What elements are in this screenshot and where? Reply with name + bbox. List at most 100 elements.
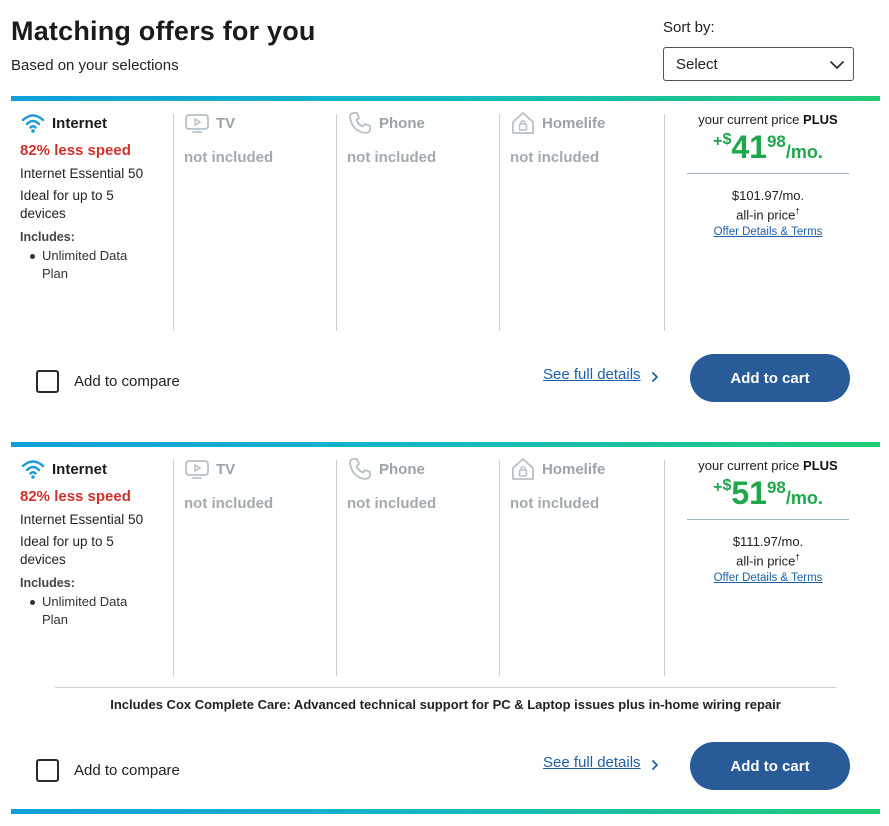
offer-card-accent-bar xyxy=(11,442,880,447)
offers-header: Matching offers for you Based on your se… xyxy=(0,0,889,96)
compare-checkbox[interactable] xyxy=(36,759,59,782)
includes-item: Unlimited Data Plan xyxy=(30,593,150,629)
includes-heading: Includes: xyxy=(20,576,75,590)
phone-label: Phone xyxy=(379,460,425,478)
plan-name: Internet Essential 50 xyxy=(20,166,144,181)
add-to-compare[interactable]: Add to compare xyxy=(36,759,180,782)
current-price-label: your current price PLUS xyxy=(687,112,849,127)
allin-label: all-in price† xyxy=(687,207,849,222)
home-lock-icon xyxy=(512,112,534,134)
allin-label: all-in price† xyxy=(687,553,849,568)
wifi-icon xyxy=(21,114,45,133)
price-whole: 41 xyxy=(731,129,767,165)
current-price-label: your current price PLUS xyxy=(687,458,849,473)
internet-column: Internet 82% less speed Internet Essenti… xyxy=(20,108,170,283)
price-cents: 98 xyxy=(766,478,786,497)
compare-label: Add to compare xyxy=(74,373,180,390)
chevron-right-icon xyxy=(651,371,658,382)
sort-select[interactable]: Select xyxy=(663,47,854,81)
price-divider xyxy=(687,173,849,174)
phone-icon xyxy=(349,112,371,134)
current-price-text: your current price xyxy=(698,112,800,127)
column-divider xyxy=(173,460,174,676)
details-label: See full details xyxy=(543,754,641,771)
complete-care-note: Includes Cox Complete Care: Advanced tec… xyxy=(110,697,781,712)
page-subtitle: Based on your selections xyxy=(11,57,179,74)
column-divider xyxy=(173,114,174,331)
price-currency: $ xyxy=(722,131,732,148)
homelife-column: Homelife not included xyxy=(510,454,660,512)
monthly-price: + $ 51 98 /mo. xyxy=(687,475,849,515)
price-whole: 51 xyxy=(731,475,767,511)
phone-status: not included xyxy=(347,495,437,512)
homelife-label: Homelife xyxy=(542,460,606,478)
price-period: /mo. xyxy=(785,142,823,162)
allin-label-text: all-in price xyxy=(736,207,796,223)
price-divider xyxy=(687,519,849,520)
next-card-accent-bar xyxy=(11,809,880,814)
includes-heading: Includes: xyxy=(20,230,75,244)
column-divider xyxy=(336,114,337,331)
plus-label: PLUS xyxy=(803,112,838,127)
homelife-status: not included xyxy=(510,149,600,166)
add-to-cart-button[interactable]: Add to cart xyxy=(690,742,850,790)
add-to-compare[interactable]: Add to compare xyxy=(36,370,180,393)
plan-name: Internet Essential 50 xyxy=(20,512,144,527)
internet-column: Internet 82% less speed Internet Essenti… xyxy=(20,454,170,629)
sort-label: Sort by: xyxy=(663,19,715,36)
price-plus: + xyxy=(713,479,723,496)
sort-select-value: Select xyxy=(676,56,718,73)
internet-label: Internet xyxy=(52,460,108,478)
ideal-for: Ideal for up to 5 devices xyxy=(20,188,114,221)
price-column: your current price PLUS + $ 51 98 /mo. $… xyxy=(687,454,849,586)
compare-label: Add to compare xyxy=(74,762,180,779)
allin-footnote-mark: † xyxy=(795,553,800,562)
allin-label-text: all-in price xyxy=(736,553,796,569)
tv-icon xyxy=(185,114,209,133)
chevron-right-icon xyxy=(651,759,658,770)
column-divider xyxy=(499,460,500,676)
see-full-details-link[interactable]: See full details xyxy=(543,366,660,383)
offer-details-link[interactable]: Offer Details & Terms xyxy=(713,572,823,585)
care-divider xyxy=(55,687,836,688)
tv-label: TV xyxy=(216,460,236,478)
phone-label: Phone xyxy=(379,114,425,132)
chevron-down-icon xyxy=(830,61,844,69)
phone-column: Phone not included xyxy=(347,108,497,166)
price-cents: 98 xyxy=(766,132,786,151)
allin-amount: $111.97/mo. xyxy=(732,534,804,549)
internet-label: Internet xyxy=(52,114,108,132)
allin-amount: $101.97/mo. xyxy=(731,188,805,203)
tv-label: TV xyxy=(216,114,236,132)
current-price-text: your current price xyxy=(698,458,800,473)
includes-list: Unlimited Data Plan xyxy=(20,593,170,629)
allin-footnote-mark: † xyxy=(795,207,800,216)
homelife-label: Homelife xyxy=(542,114,606,132)
offer-card: Internet 82% less speed Internet Essenti… xyxy=(11,442,880,826)
offer-card: Internet 82% less speed Internet Essenti… xyxy=(11,96,880,440)
add-to-cart-button[interactable]: Add to cart xyxy=(690,354,850,402)
page-title: Matching offers for you xyxy=(11,16,316,46)
tv-status: not included xyxy=(184,149,274,166)
offer-details-link[interactable]: Offer Details & Terms xyxy=(713,226,823,239)
tv-column: TV not included xyxy=(184,454,334,512)
phone-status: not included xyxy=(347,149,437,166)
tv-status: not included xyxy=(184,495,274,512)
tv-icon xyxy=(185,460,209,479)
details-label: See full details xyxy=(543,366,641,383)
phone-icon xyxy=(349,458,371,480)
price-column: your current price PLUS + $ 41 98 /mo. $… xyxy=(687,108,849,240)
compare-checkbox[interactable] xyxy=(36,370,59,393)
column-divider xyxy=(664,114,665,331)
tv-column: TV not included xyxy=(184,108,334,166)
homelife-status: not included xyxy=(510,495,600,512)
offer-card-accent-bar xyxy=(11,96,880,101)
home-lock-icon xyxy=(512,458,534,480)
wifi-icon xyxy=(21,460,45,479)
column-divider xyxy=(664,460,665,676)
price-plus: + xyxy=(713,133,723,150)
column-divider xyxy=(336,460,337,676)
includes-item: Unlimited Data Plan xyxy=(30,247,150,283)
see-full-details-link[interactable]: See full details xyxy=(543,754,660,771)
price-period: /mo. xyxy=(785,488,823,508)
